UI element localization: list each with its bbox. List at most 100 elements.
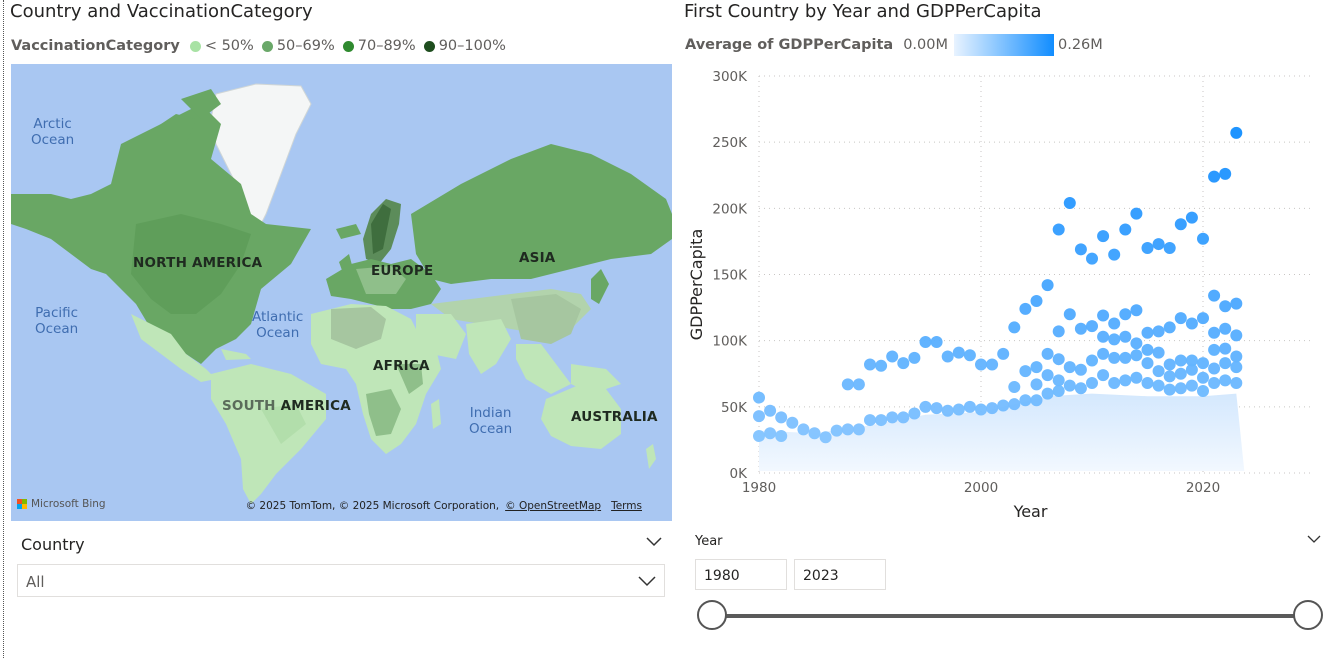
data-point [986, 358, 999, 371]
data-point [1185, 211, 1198, 224]
color-gradient-bar [953, 34, 1054, 56]
data-point [1174, 382, 1187, 395]
data-point [875, 359, 888, 372]
data-point [764, 404, 777, 417]
data-point [1108, 377, 1121, 390]
ocean-label-arctic: Arctic Ocean [31, 116, 74, 148]
x-tick-label: 2020 [1186, 480, 1220, 496]
data-point [1230, 329, 1243, 342]
legend-item-70-89[interactable]: 70–89% [342, 38, 416, 54]
ocean-label-indian: Indian Ocean [469, 405, 512, 437]
chevron-down-icon[interactable] [646, 537, 662, 547]
data-point [1086, 354, 1098, 367]
continent-label-north-america: NORTH AMERICA [133, 255, 263, 271]
data-point [1008, 398, 1021, 411]
data-point [1086, 320, 1098, 333]
legend-label: < 50% [204, 38, 254, 54]
data-point [1008, 321, 1021, 334]
bing-logo-text: Microsoft Bing [31, 498, 106, 510]
data-point [1230, 361, 1243, 374]
data-point [1019, 394, 1032, 407]
data-point [797, 423, 810, 436]
country-dropdown[interactable]: All [17, 564, 665, 597]
data-point [764, 427, 777, 440]
data-point [1041, 387, 1054, 400]
data-point [1108, 351, 1121, 364]
world-map[interactable]: Arctic Ocean Pacific Ocean Atlantic Ocea… [11, 64, 672, 521]
data-point [1185, 363, 1198, 376]
data-point [1052, 353, 1065, 366]
y-tick-label: 150K [712, 268, 748, 284]
data-point [753, 410, 765, 423]
data-point [1074, 363, 1087, 376]
scatter-visual-title: First Country by Year and GDPPerCapita [684, 1, 1042, 22]
legend-item-lt50[interactable]: < 50% [189, 38, 254, 54]
year-slicer-title: Year [695, 534, 723, 549]
data-point [1052, 384, 1065, 397]
data-point [930, 335, 943, 348]
data-point [1074, 322, 1087, 335]
data-point [963, 349, 976, 362]
legend-dot [261, 40, 273, 52]
year-from-input[interactable]: 1980 [695, 559, 787, 590]
data-point [1141, 242, 1154, 255]
data-point [841, 378, 854, 391]
data-point [919, 335, 932, 348]
terms-link[interactable]: Terms [611, 500, 642, 512]
data-point [830, 424, 843, 437]
data-point [1130, 337, 1143, 350]
data-point [1197, 357, 1209, 370]
data-point [975, 403, 987, 416]
openstreetmap-link[interactable]: © OpenStreetMap [505, 500, 602, 512]
continent-label-europe: EUROPE [371, 263, 434, 279]
dense-points-band [759, 393, 1245, 471]
y-tick-label: 50K [721, 400, 748, 416]
data-point [897, 357, 910, 370]
data-point [997, 347, 1010, 360]
attribution-text: © 2025 TomTom, © 2025 Microsoft Corporat… [245, 500, 500, 512]
data-point [952, 346, 965, 359]
data-point [1030, 378, 1043, 391]
legend-label: 70–89% [357, 38, 416, 54]
map-shapes [11, 83, 672, 504]
data-point [1130, 371, 1143, 384]
data-point [1063, 361, 1076, 374]
data-point [1086, 377, 1098, 390]
year-slider-handle-min[interactable] [697, 600, 727, 630]
data-point [1097, 330, 1110, 343]
data-point [919, 400, 932, 413]
data-point [886, 350, 899, 363]
y-tick-label: 0K [730, 466, 749, 482]
data-point [1230, 377, 1243, 390]
data-point [1141, 343, 1154, 356]
data-point [1208, 289, 1221, 302]
legend-item-90-100[interactable]: 90–100% [423, 38, 506, 54]
data-point [908, 407, 921, 420]
data-point [1152, 379, 1165, 392]
year-slider-track[interactable] [712, 614, 1310, 618]
year-slider-handle-max[interactable] [1293, 600, 1323, 630]
data-point [1119, 223, 1132, 236]
data-point [1052, 223, 1065, 236]
year-to-input[interactable]: 2023 [794, 559, 886, 590]
data-point [1219, 167, 1232, 180]
gdp-color-legend: Average of GDPPerCapita 0.00M 0.26M [685, 34, 1103, 56]
data-point [986, 402, 999, 415]
chevron-down-icon[interactable] [1307, 535, 1321, 544]
legend-item-50-69[interactable]: 50–69% [261, 38, 335, 54]
x-axis-title: Year [1013, 502, 1048, 521]
data-point [841, 423, 854, 436]
chevron-down-icon[interactable] [638, 576, 656, 587]
data-point [1185, 317, 1198, 330]
continent-label-africa: AFRICA [373, 358, 430, 374]
data-point [864, 358, 876, 371]
data-point [1152, 325, 1165, 338]
ocean-label-text: Arctic Ocean [31, 116, 75, 148]
data-point [864, 414, 876, 427]
ocean-label-atlantic: Atlantic Ocean [252, 309, 303, 341]
data-point [941, 404, 954, 417]
data-point [1230, 297, 1243, 310]
data-point [1052, 374, 1065, 387]
scatter-chart[interactable]: 0K 50K 100K 150K 200K 250K 300K 1980 2000 2020 Yea… [684, 60, 1324, 525]
data-point [1108, 317, 1121, 330]
